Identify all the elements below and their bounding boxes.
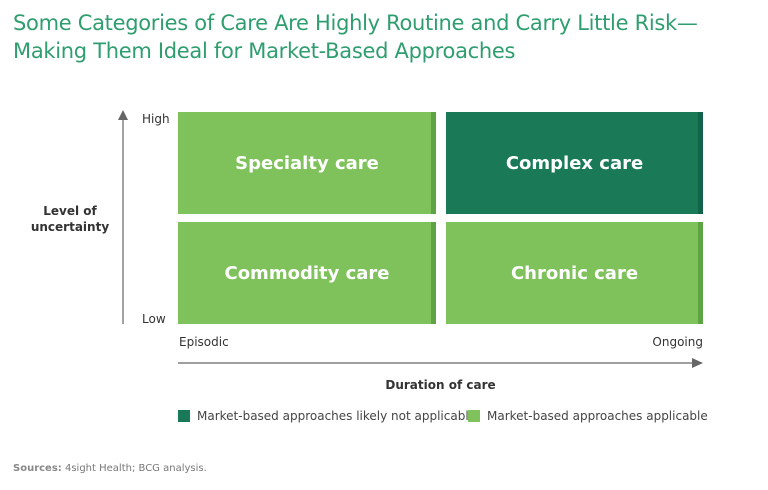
quadrant-specialty-care: Specialty care (178, 112, 436, 214)
chart-title: Some Categories of Care Are Highly Routi… (13, 9, 753, 65)
quadrant-label: Chronic care (510, 262, 639, 284)
source-label: Sources: (13, 463, 62, 474)
title-line-2: Making Them Ideal for Market-Based Appro… (13, 39, 516, 63)
legend-item-not-applicable: Market-based approaches likely not appli… (178, 409, 476, 423)
quadrant-edge (431, 222, 436, 324)
x-axis-end-label: Ongoing (652, 335, 703, 349)
legend-label: Market-based approaches likely not appli… (197, 409, 477, 423)
quadrant-edge (431, 112, 436, 214)
quadrant-label: Complex care (505, 152, 644, 174)
quadrant-label: Specialty care (235, 152, 379, 174)
x-axis-start-label: Episodic (179, 335, 229, 349)
quadrant-commodity-care: Commodity care (178, 222, 436, 324)
y-axis-arrow (118, 110, 128, 120)
quadrant-label: Commodity care (224, 262, 390, 284)
source-note: Sources: 4sight Health; BCG analysis. (13, 463, 207, 474)
quadrant-edge (698, 112, 703, 214)
y-axis-title: Level of uncertainty (30, 204, 110, 234)
x-axis-title: Duration of care (385, 378, 496, 392)
legend-label: Market-based approaches applicable (487, 409, 708, 423)
quadrant-complex-care: Complex care (446, 112, 703, 214)
y-axis-low-label: Low (142, 312, 166, 326)
title-line-1: Some Categories of Care Are Highly Routi… (13, 11, 698, 35)
x-axis-arrow (692, 358, 703, 368)
quadrant-edge (698, 222, 703, 324)
legend-item-applicable: Market-based approaches applicable (468, 409, 708, 423)
y-axis-high-label: High (142, 112, 170, 126)
source-text: 4sight Health; BCG analysis. (64, 463, 207, 474)
quadrant-chronic-care: Chronic care (446, 222, 703, 324)
legend-swatch-dark (178, 410, 190, 422)
legend-swatch-light (468, 410, 480, 422)
